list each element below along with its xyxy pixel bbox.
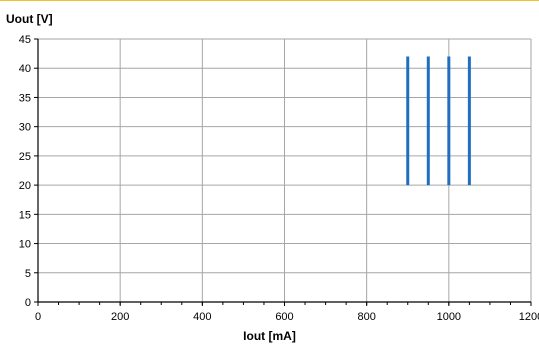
y-tick-label: 0 <box>25 297 31 309</box>
y-tick-label: 25 <box>19 151 31 163</box>
x-axis-title: Iout [mA] <box>243 329 296 343</box>
y-tick-label: 40 <box>19 63 31 75</box>
y-tick-label: 15 <box>19 209 31 221</box>
y-tick-label: 30 <box>19 122 31 134</box>
x-tick-label: 400 <box>193 311 211 323</box>
y-axis-title: Uout [V] <box>6 12 53 26</box>
y-tick-label: 35 <box>19 92 31 104</box>
y-tick-label: 45 <box>19 34 31 46</box>
x-tick-label: 1000 <box>437 311 461 323</box>
y-tick-label: 5 <box>25 268 31 280</box>
y-tick-label: 20 <box>19 180 31 192</box>
x-tick-label: 800 <box>357 311 375 323</box>
x-tick-label: 1200 <box>519 311 539 323</box>
x-tick-label: 600 <box>275 311 293 323</box>
axes <box>34 38 532 306</box>
grid <box>38 38 532 302</box>
y-tick-label: 10 <box>19 239 31 251</box>
tick-labels: 0 5 10 15 20 25 30 35 40 45 0 200 400 600 800 1000 1200 <box>19 34 539 323</box>
x-tick-label: 0 <box>35 311 41 323</box>
series-layer <box>406 56 471 186</box>
x-tick-label: 200 <box>111 311 129 323</box>
